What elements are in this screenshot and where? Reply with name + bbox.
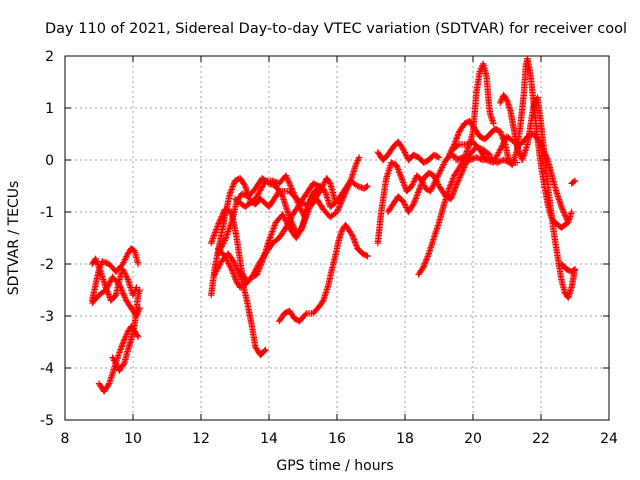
x-tick-label: 24: [600, 431, 618, 447]
chart-title: Day 110 of 2021, Sidereal Day-to-day VTE…: [45, 21, 627, 37]
data-point-markers: [497, 91, 579, 301]
x-tick-label: 18: [396, 431, 414, 447]
y-tick-label: -3: [40, 309, 54, 325]
series-arc-14: [374, 138, 443, 166]
gridlines: [65, 56, 609, 420]
x-axis-label: GPS time / hours: [276, 458, 393, 474]
y-tick-label: 1: [45, 101, 54, 117]
data-point-markers: [568, 177, 579, 187]
data-point-markers: [374, 138, 443, 166]
series-arc-21: [558, 260, 579, 275]
data-point-markers: [452, 154, 521, 166]
data-point-markers: [446, 55, 575, 231]
series-arc-15: [384, 143, 494, 216]
data-point-markers: [231, 172, 371, 221]
series-arc-11: [231, 172, 371, 221]
data-point-markers: [276, 221, 371, 325]
x-tick-label: 16: [328, 431, 346, 447]
data-point-markers: [214, 180, 322, 291]
y-tick-label: -1: [40, 205, 54, 221]
series-arc-19: [449, 130, 572, 226]
y-tick-label: 0: [45, 153, 54, 169]
series-arc-4: [95, 323, 142, 395]
x-tick-label: 10: [124, 431, 142, 447]
data-point-markers: [374, 151, 460, 247]
data-point-markers: [415, 60, 497, 278]
x-tick-label: 22: [532, 431, 550, 447]
data-point-markers: [109, 286, 143, 374]
data-point-markers: [384, 143, 494, 216]
y-tick-label: -4: [40, 361, 54, 377]
series-arc-20: [452, 154, 521, 166]
data-point-markers: [95, 323, 142, 395]
data-point-markers: [89, 255, 140, 304]
series-arc-16: [415, 60, 497, 278]
x-tick-label: 20: [464, 431, 482, 447]
data-point-markers: [558, 260, 579, 275]
series-arc-5: [109, 286, 143, 374]
data-points: [89, 55, 579, 395]
series-arc-10: [214, 180, 322, 291]
y-axis-label: SDTVAR / TECUs: [6, 181, 22, 296]
x-tick-label: 14: [260, 431, 278, 447]
series-arc-12: [276, 221, 371, 325]
series-arc-3: [89, 255, 140, 304]
series-arc-22: [568, 177, 579, 187]
series-arc-18: [497, 91, 579, 301]
y-tick-label: -5: [40, 413, 54, 429]
series-arc-17: [446, 55, 575, 231]
data-point-markers: [449, 130, 572, 226]
x-tick-label: 8: [61, 431, 70, 447]
series-arc-13: [374, 151, 460, 247]
y-tick-label: -2: [40, 257, 54, 273]
y-tick-label: 2: [45, 49, 54, 65]
x-tick-label: 12: [192, 431, 210, 447]
